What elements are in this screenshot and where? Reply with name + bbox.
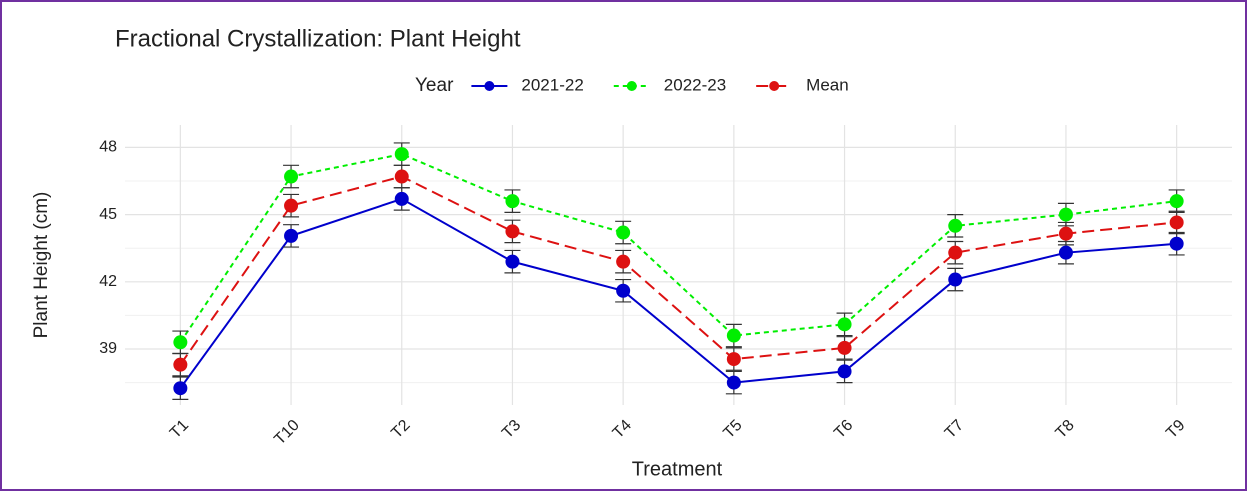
x-axis-title: Treatment — [632, 458, 723, 480]
point — [1058, 226, 1073, 241]
point — [726, 328, 741, 343]
y-tick-label: 42 — [99, 273, 117, 290]
y-axis-title: Plant Height (cm) — [31, 192, 52, 339]
point — [948, 272, 963, 287]
point — [837, 340, 852, 355]
point — [1169, 194, 1184, 209]
point — [394, 147, 409, 162]
chart-title: Fractional Crystallization: Plant Height — [115, 25, 521, 52]
x-tick-label: T2 — [388, 417, 413, 442]
point — [837, 364, 852, 379]
x-tick-label: T8 — [1053, 417, 1078, 442]
point — [726, 352, 741, 367]
point — [1169, 236, 1184, 251]
y-tick-label: 39 — [99, 340, 117, 357]
x-tick-label: T10 — [271, 417, 303, 449]
legend-title: Year — [415, 75, 454, 96]
point — [837, 317, 852, 332]
point — [1058, 207, 1073, 222]
point — [284, 169, 299, 184]
point — [173, 381, 188, 396]
legend-label: Mean — [806, 75, 849, 94]
point — [173, 335, 188, 350]
legend-label: 2021-22 — [521, 75, 583, 94]
x-tick-label: T3 — [499, 417, 524, 442]
point — [505, 194, 520, 209]
point — [505, 224, 520, 239]
point — [616, 225, 631, 240]
point — [394, 169, 409, 184]
x-tick-label: T4 — [610, 417, 635, 442]
point — [394, 191, 409, 206]
x-tick-label: T5 — [720, 417, 745, 442]
x-tick-label: T9 — [1163, 417, 1188, 442]
series-line — [179, 175, 1177, 366]
legend-key-point — [484, 81, 495, 91]
x-tick-label: T6 — [831, 417, 856, 442]
point — [1058, 245, 1073, 260]
series-line — [179, 153, 1177, 343]
x-tick-label: T7 — [942, 417, 967, 442]
y-tick-label: 48 — [99, 139, 117, 156]
point — [616, 254, 631, 269]
legend-key-point — [626, 81, 637, 91]
point — [948, 245, 963, 260]
point — [505, 254, 520, 269]
point — [948, 218, 963, 233]
point — [173, 357, 188, 372]
point — [616, 283, 631, 298]
point — [284, 228, 299, 243]
legend-label: 2022-23 — [664, 75, 726, 94]
point — [1169, 215, 1184, 230]
y-tick-label: 45 — [99, 206, 117, 223]
x-tick-label: T1 — [167, 417, 192, 442]
point — [284, 198, 299, 213]
legend-key-point — [769, 81, 780, 91]
series-line — [179, 197, 1177, 389]
point — [726, 375, 741, 390]
